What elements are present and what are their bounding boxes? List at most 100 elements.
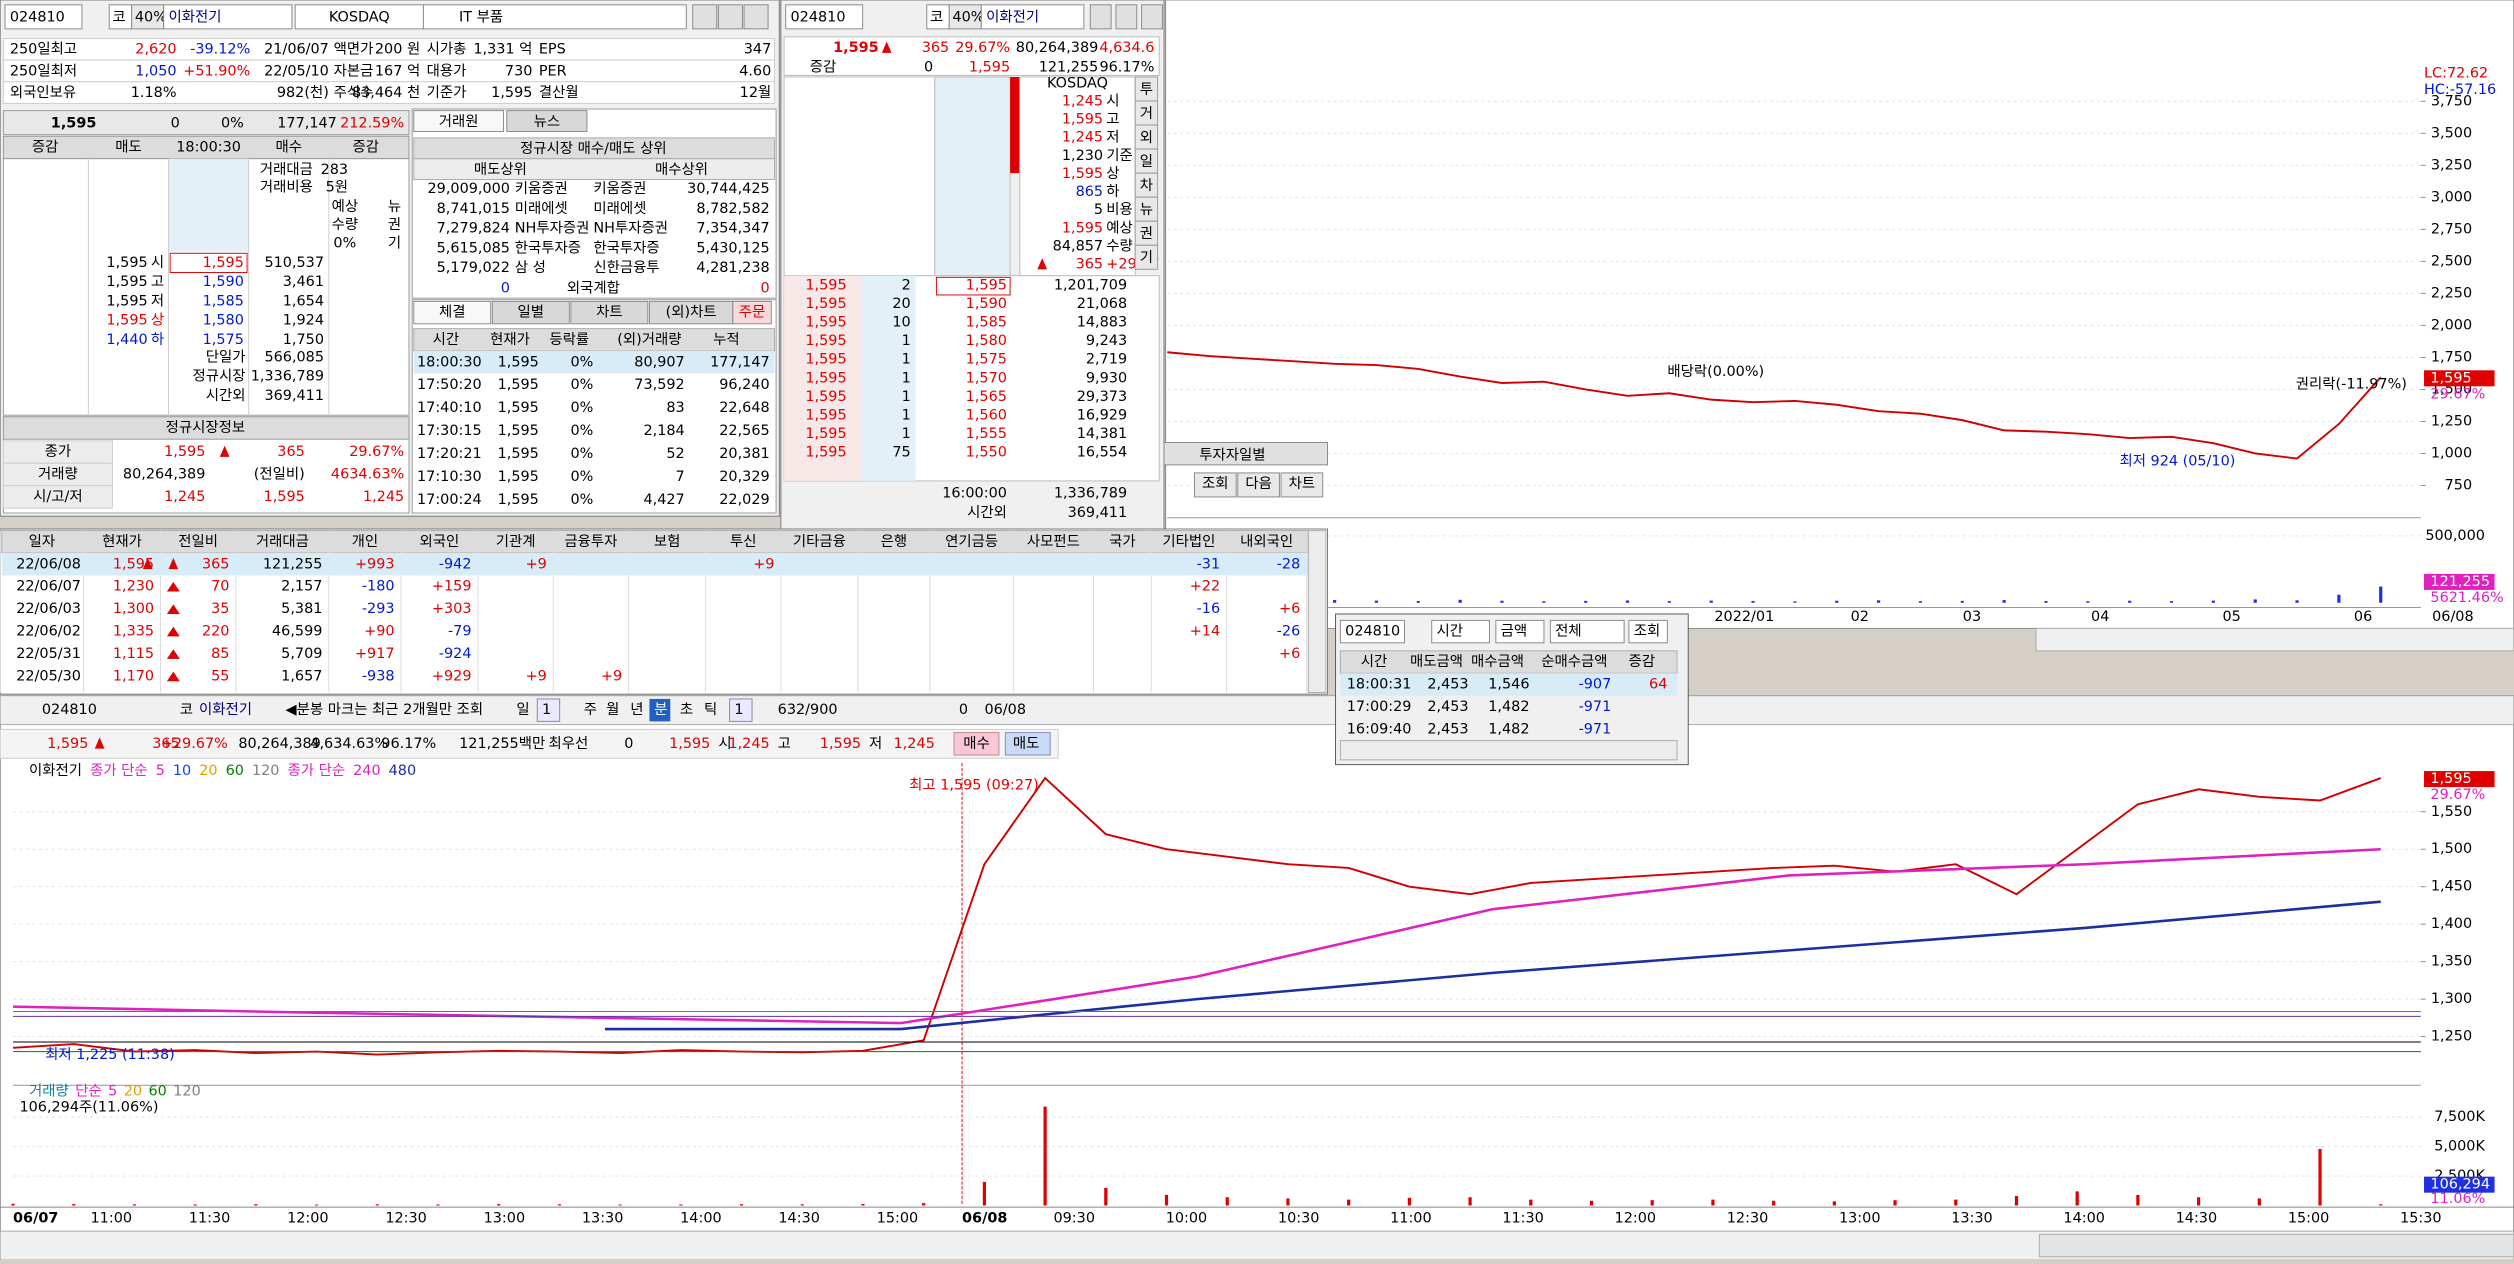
icon-button[interactable] — [743, 4, 769, 30]
label[interactable]: 전체 — [1555, 623, 1582, 640]
label[interactable]: 조회 — [1634, 623, 1661, 640]
y-tick-label: 750 — [2445, 477, 2473, 493]
label: 기타법인 — [1162, 533, 1215, 550]
label: 1,595 — [805, 389, 846, 405]
label[interactable]: 차트 — [596, 304, 623, 321]
field[interactable] — [1549, 619, 1625, 644]
tab[interactable] — [413, 300, 492, 325]
icon-button[interactable] — [717, 4, 743, 30]
label[interactable]: 다음 — [1245, 475, 1272, 492]
tab[interactable] — [570, 300, 649, 325]
label[interactable]: 매수 — [963, 735, 990, 752]
label[interactable]: 틱 — [704, 701, 717, 718]
spin[interactable] — [729, 698, 753, 722]
tab[interactable] — [506, 110, 588, 132]
label[interactable]: 외 — [1140, 129, 1153, 146]
button[interactable] — [1193, 472, 1237, 498]
label[interactable]: 투 — [1140, 82, 1153, 98]
label[interactable]: (외)차트 — [666, 304, 717, 321]
label: 1,595 — [47, 736, 88, 752]
y-tick-label: 1,500 — [2431, 841, 2472, 857]
label: 9,930 — [1086, 370, 1127, 386]
icon-button[interactable] — [692, 4, 718, 30]
tab[interactable] — [413, 110, 505, 132]
label[interactable]: 체결 — [439, 304, 466, 321]
label: 1,595 — [966, 277, 1007, 293]
label: 2,184 — [643, 423, 684, 439]
label: KOSDAQ — [329, 10, 390, 26]
label[interactable]: 매도 — [1013, 735, 1040, 752]
tab[interactable] — [491, 300, 570, 325]
label: 1,555 — [966, 426, 1007, 442]
label: 283 — [321, 162, 348, 178]
bid-area — [784, 275, 862, 481]
icon-button[interactable] — [1089, 4, 1112, 30]
y-tick-label: 1,250 — [2431, 1029, 2472, 1045]
label[interactable]: 금액 — [1501, 623, 1528, 640]
icon-button[interactable] — [1115, 4, 1138, 30]
label[interactable]: 일 — [516, 701, 529, 718]
code-input[interactable] — [785, 4, 864, 30]
label[interactable]: 024810 — [791, 10, 846, 26]
label[interactable]: 거 — [1140, 105, 1153, 122]
label: 8,741,015 — [437, 201, 510, 217]
label[interactable]: 뉴 — [1140, 202, 1153, 218]
label[interactable]: 1 — [542, 702, 551, 718]
field[interactable] — [1431, 619, 1490, 644]
label: +9 — [526, 556, 547, 572]
x-tick-label: 15:00 — [877, 1210, 919, 1226]
volume-bar — [2044, 601, 2048, 603]
label[interactable]: 뉴스 — [534, 114, 561, 130]
volume-bar — [1650, 1200, 1654, 1206]
label[interactable]: 주 — [584, 702, 597, 718]
button[interactable] — [1280, 472, 1324, 498]
spin[interactable] — [536, 698, 561, 722]
label: 1,331 억 — [473, 41, 532, 58]
label: 55 — [211, 668, 229, 684]
label[interactable]: 기 — [1140, 249, 1153, 266]
label[interactable]: 차트 — [1289, 475, 1316, 492]
scrollbar — [2035, 627, 2514, 652]
label: +9 — [526, 668, 547, 684]
label: 현재가 — [102, 533, 142, 550]
label: 17:20:21 — [417, 446, 482, 462]
label[interactable]: 권 — [1140, 225, 1153, 242]
button[interactable] — [948, 4, 982, 30]
field[interactable] — [1495, 619, 1545, 644]
label[interactable]: 차 — [1140, 177, 1153, 194]
volume-bar — [1104, 1187, 1108, 1206]
label: 21,068 — [1077, 296, 1127, 312]
x-tick-label: 15:30 — [2400, 1210, 2442, 1226]
label[interactable]: 초 — [680, 702, 693, 718]
label[interactable]: 투자자일별 — [1199, 446, 1265, 463]
field[interactable] — [1339, 619, 1405, 644]
label: KOSDAQ — [1047, 75, 1108, 91]
label[interactable]: 시간 — [1437, 623, 1464, 640]
label[interactable]: 일별 — [518, 304, 545, 321]
buy-button[interactable] — [953, 732, 1000, 756]
label: 1,924 — [283, 313, 324, 329]
label: LC:72.62 — [2424, 66, 2488, 82]
label: 22/05/30 — [16, 668, 81, 684]
label: 1,595 — [805, 315, 846, 331]
label[interactable]: 거래원 — [439, 113, 479, 130]
icon-button[interactable] — [1141, 4, 1163, 30]
button[interactable] — [1237, 472, 1280, 498]
label[interactable]: 조회 — [1202, 475, 1229, 492]
label[interactable]: 024810 — [1345, 624, 1400, 640]
side-button[interactable] — [1134, 244, 1159, 270]
field[interactable] — [1628, 619, 1668, 644]
label[interactable]: 024810 — [10, 10, 65, 26]
code-input[interactable] — [4, 4, 83, 30]
label: 결산월 — [539, 84, 579, 101]
label: +993 — [355, 556, 395, 572]
label[interactable]: 일 — [1140, 153, 1153, 170]
label[interactable]: 분 — [654, 702, 667, 718]
sell-button[interactable] — [1004, 732, 1051, 756]
label[interactable]: 주문 — [739, 305, 766, 321]
label: 정규시장 매수/매도 상위 — [520, 140, 667, 157]
tab[interactable] — [1163, 441, 1329, 466]
label[interactable]: 년 — [630, 701, 643, 718]
label[interactable]: 월 — [606, 701, 619, 718]
tab[interactable] — [732, 300, 772, 325]
